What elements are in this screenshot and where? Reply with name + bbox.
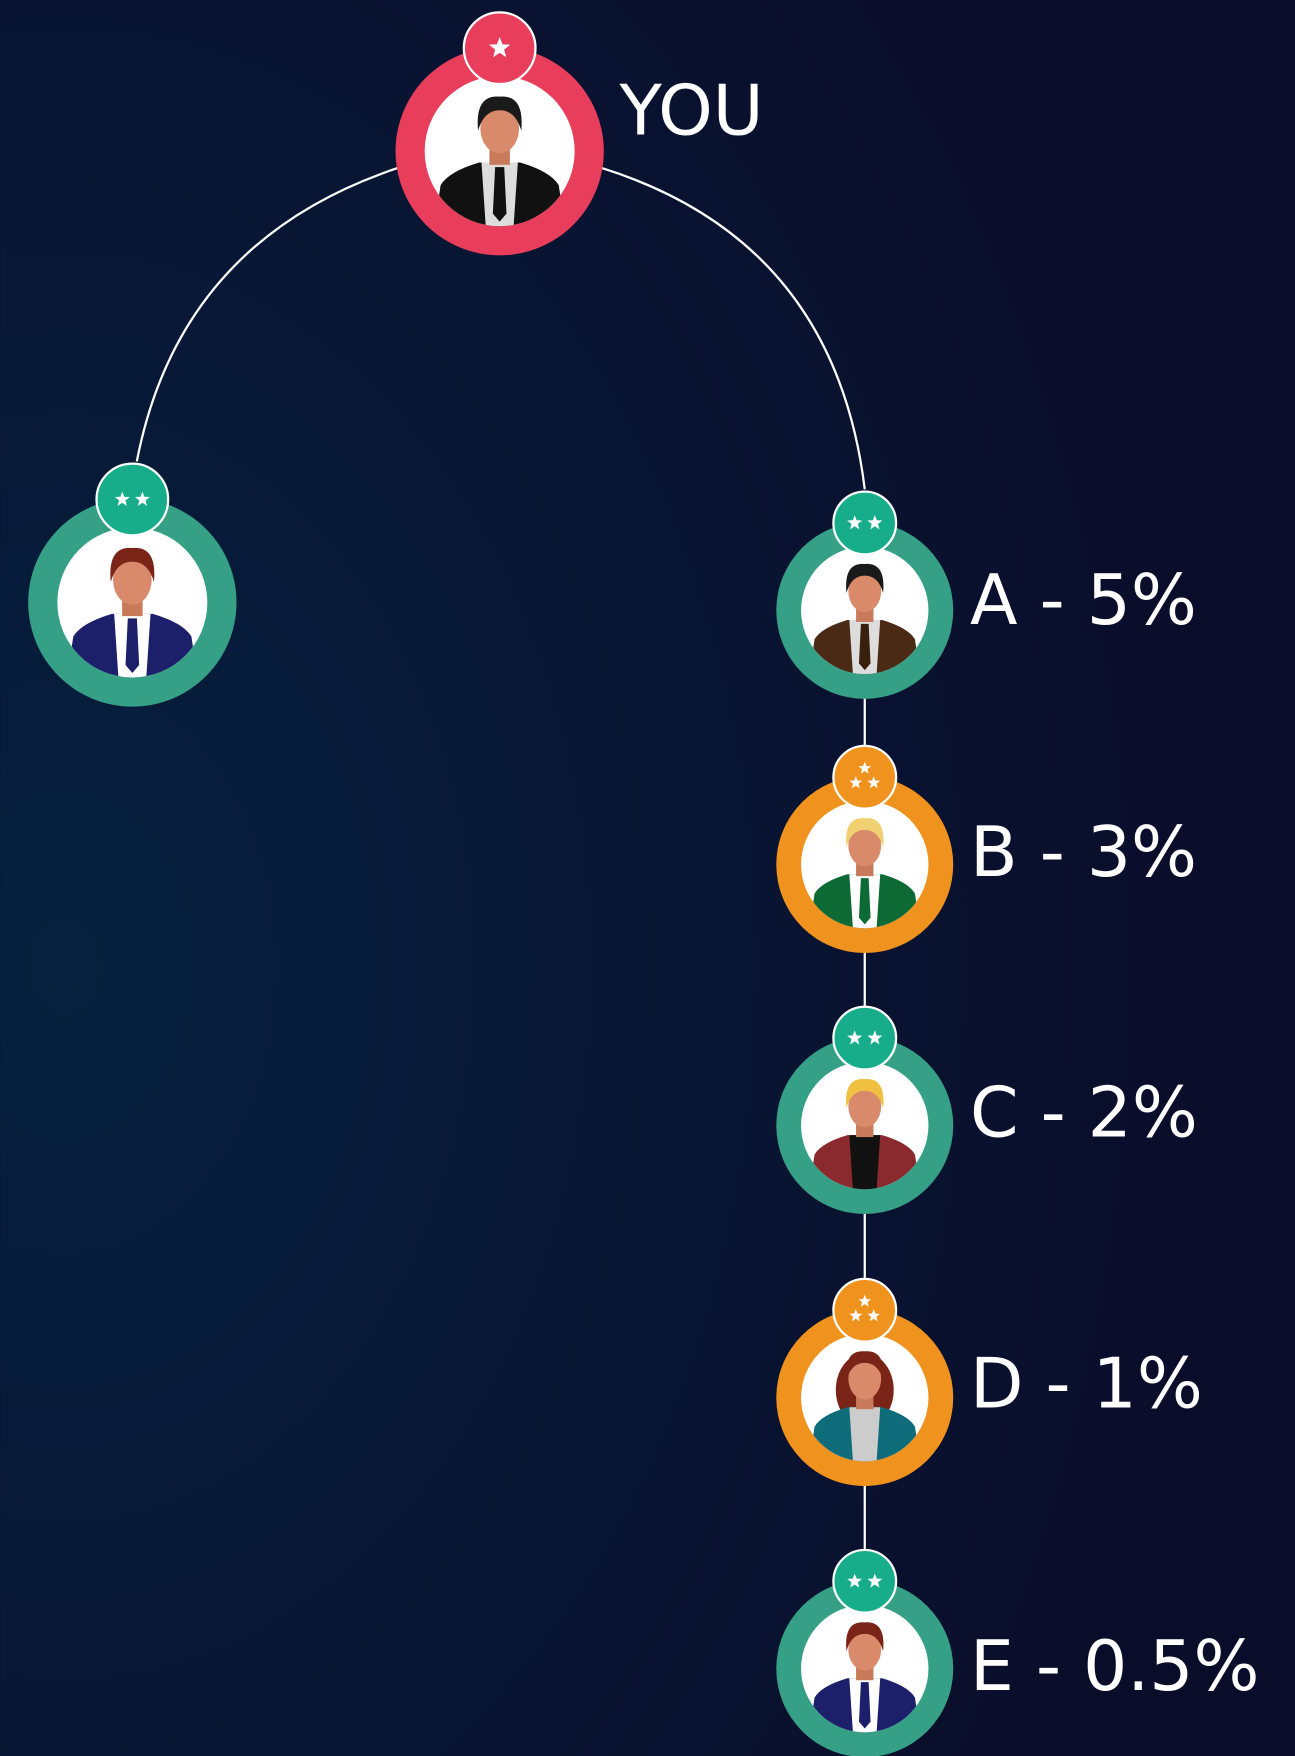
rank-badge <box>833 492 896 555</box>
shirt <box>849 1407 880 1465</box>
node-label: A - 5% <box>970 561 1197 641</box>
tie <box>859 878 871 924</box>
page: YOUA - 5%B - 3%C - 2%D - 1%E - 0.5% (() … <box>0 0 1295 1756</box>
rank-badge <box>833 1007 896 1070</box>
tie <box>859 624 871 670</box>
tie <box>859 1682 871 1728</box>
rank-badge <box>833 746 896 809</box>
rank-badge <box>97 464 169 536</box>
node-label: D - 1% <box>970 1345 1203 1425</box>
node-label: B - 3% <box>970 813 1197 893</box>
node-label: YOU <box>619 71 764 151</box>
tie <box>493 167 507 222</box>
node-label: E - 0.5% <box>970 1627 1259 1707</box>
diagram: YOU A - 5% B - 3% C - 2% D - 1% E - 0.5% <box>0 0 1295 1756</box>
rank-badge <box>833 1279 896 1342</box>
rank-badge <box>833 1550 896 1613</box>
tie <box>126 618 140 673</box>
node-label: C - 2% <box>970 1074 1198 1154</box>
shirt <box>849 1135 880 1193</box>
